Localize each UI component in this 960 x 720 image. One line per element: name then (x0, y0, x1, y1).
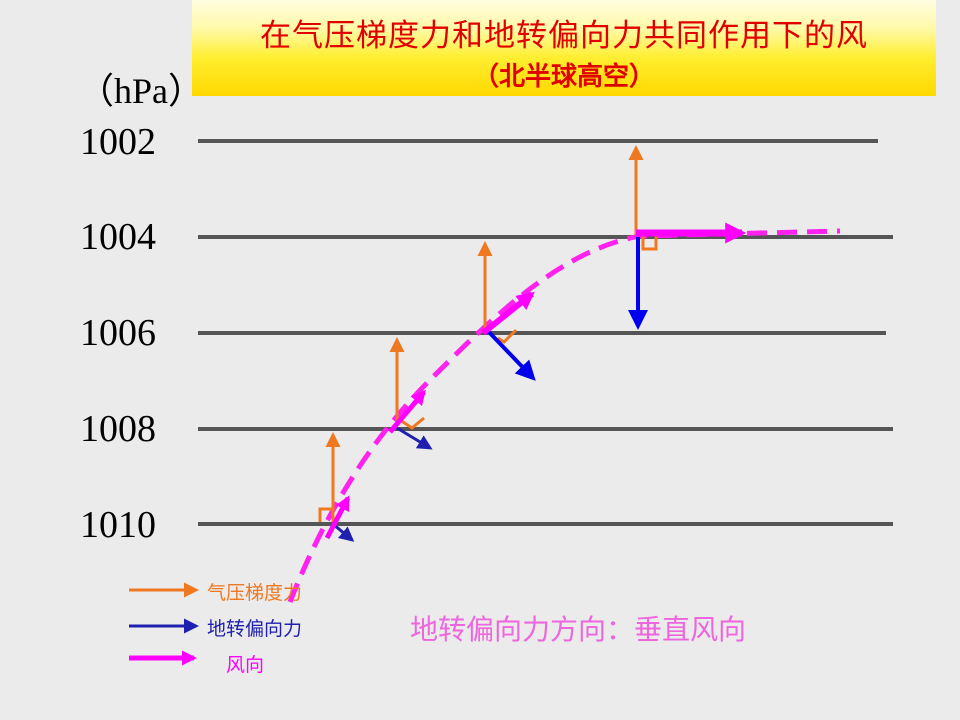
pressure-unit-label: （hPa） (78, 71, 205, 111)
legend-wind-label: 风向 (226, 654, 265, 676)
isobar-label-1008: 1008 (80, 408, 156, 450)
isobar-label-1010: 1010 (80, 504, 156, 546)
isobar-label-1004: 1004 (80, 216, 156, 258)
coriolis-direction-note: 地转偏向力方向：垂直风向 (410, 613, 747, 646)
isobar-label-1006: 1006 (80, 312, 156, 354)
wind-arrow (481, 291, 535, 336)
wind-arrow (324, 495, 351, 540)
wind-trajectory-dashed (287, 228, 841, 603)
wind-arrow (388, 389, 426, 434)
right-angle-marker (318, 507, 333, 522)
right-angle-marker (641, 236, 658, 251)
legend-coriolis-label: 地转偏向力 (207, 618, 303, 640)
right-angle-marker (497, 328, 518, 344)
coriolis-arrow (332, 522, 355, 542)
legend-pressure-gradient-label: 气压梯度力 (207, 582, 303, 604)
diagram-title: 在气压梯度力和地转偏向力共同作用下的风 (260, 18, 868, 54)
diagram-subtitle: （北半球高空） (472, 62, 655, 92)
coriolis-arrow (485, 328, 536, 381)
coriolis-arrow (396, 426, 433, 450)
isobar-label-1002: 1002 (80, 121, 156, 163)
title-banner: 在气压梯度力和地转偏向力共同作用下的风 （北半球高空） (192, 0, 936, 96)
